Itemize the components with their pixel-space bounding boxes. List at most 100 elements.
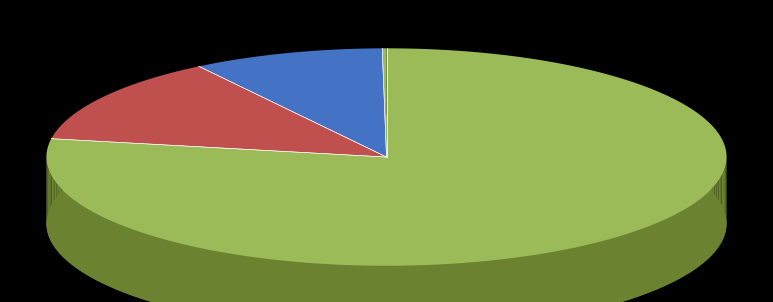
Polygon shape (109, 220, 114, 288)
Polygon shape (191, 246, 198, 302)
Polygon shape (199, 48, 386, 157)
Polygon shape (569, 247, 576, 302)
Polygon shape (615, 236, 621, 302)
Polygon shape (87, 208, 91, 277)
Polygon shape (146, 234, 152, 302)
Polygon shape (644, 226, 649, 294)
Polygon shape (478, 261, 485, 302)
Polygon shape (690, 204, 694, 272)
Polygon shape (627, 232, 633, 300)
Polygon shape (679, 210, 683, 279)
Polygon shape (562, 249, 569, 302)
Polygon shape (382, 48, 386, 157)
Polygon shape (61, 189, 63, 258)
Polygon shape (281, 260, 288, 302)
Polygon shape (234, 254, 242, 302)
Polygon shape (461, 262, 469, 302)
Polygon shape (100, 215, 104, 284)
Polygon shape (296, 262, 305, 302)
Polygon shape (683, 208, 686, 277)
Polygon shape (720, 175, 722, 245)
Polygon shape (469, 262, 478, 302)
Polygon shape (50, 173, 52, 242)
Polygon shape (395, 266, 404, 302)
Polygon shape (264, 259, 272, 302)
Polygon shape (633, 230, 638, 298)
Polygon shape (119, 224, 124, 293)
Polygon shape (421, 265, 428, 302)
Polygon shape (353, 265, 362, 302)
Polygon shape (73, 199, 76, 268)
Polygon shape (704, 194, 707, 262)
Polygon shape (718, 178, 720, 247)
Polygon shape (104, 218, 109, 286)
Polygon shape (686, 206, 690, 275)
Polygon shape (362, 265, 370, 302)
Polygon shape (49, 171, 50, 240)
Polygon shape (242, 255, 249, 302)
Polygon shape (655, 222, 660, 290)
Polygon shape (609, 237, 615, 302)
Polygon shape (547, 252, 554, 302)
Polygon shape (428, 265, 437, 302)
Polygon shape (494, 259, 502, 302)
Polygon shape (212, 250, 220, 302)
Polygon shape (249, 256, 257, 302)
Polygon shape (694, 201, 697, 270)
Polygon shape (91, 211, 95, 280)
Polygon shape (346, 265, 353, 302)
Polygon shape (710, 188, 712, 258)
Polygon shape (576, 246, 583, 302)
Polygon shape (220, 252, 226, 302)
Polygon shape (272, 259, 281, 302)
Ellipse shape (46, 115, 727, 302)
Polygon shape (70, 196, 73, 265)
Polygon shape (114, 222, 119, 291)
Polygon shape (321, 264, 329, 302)
Polygon shape (509, 257, 517, 302)
Polygon shape (141, 232, 146, 300)
Polygon shape (445, 264, 453, 302)
Polygon shape (525, 255, 533, 302)
Polygon shape (205, 249, 212, 302)
Polygon shape (714, 183, 717, 252)
Polygon shape (76, 201, 80, 270)
Polygon shape (701, 196, 704, 265)
Polygon shape (724, 168, 725, 237)
Polygon shape (66, 194, 70, 263)
Polygon shape (337, 265, 346, 302)
Polygon shape (83, 206, 87, 275)
Polygon shape (404, 265, 412, 302)
Polygon shape (52, 176, 53, 245)
Polygon shape (178, 243, 184, 302)
Polygon shape (502, 259, 509, 302)
Polygon shape (305, 262, 312, 302)
Polygon shape (533, 254, 540, 302)
Polygon shape (589, 243, 596, 302)
Polygon shape (329, 264, 337, 302)
Polygon shape (63, 191, 66, 260)
Polygon shape (184, 245, 191, 302)
Polygon shape (129, 228, 135, 297)
Polygon shape (51, 66, 386, 157)
Polygon shape (48, 168, 49, 237)
Polygon shape (198, 248, 205, 302)
Polygon shape (583, 244, 589, 302)
Polygon shape (649, 224, 655, 292)
Polygon shape (158, 238, 165, 302)
Polygon shape (412, 265, 421, 302)
Polygon shape (226, 253, 234, 302)
Polygon shape (379, 266, 387, 302)
Polygon shape (517, 256, 525, 302)
Polygon shape (722, 173, 723, 242)
Polygon shape (540, 253, 547, 302)
Polygon shape (596, 241, 603, 302)
Polygon shape (697, 198, 701, 268)
Polygon shape (453, 263, 461, 302)
Polygon shape (707, 191, 710, 260)
Polygon shape (674, 213, 679, 281)
Polygon shape (124, 226, 129, 295)
Polygon shape (638, 228, 644, 296)
Polygon shape (53, 178, 55, 248)
Polygon shape (288, 261, 296, 302)
